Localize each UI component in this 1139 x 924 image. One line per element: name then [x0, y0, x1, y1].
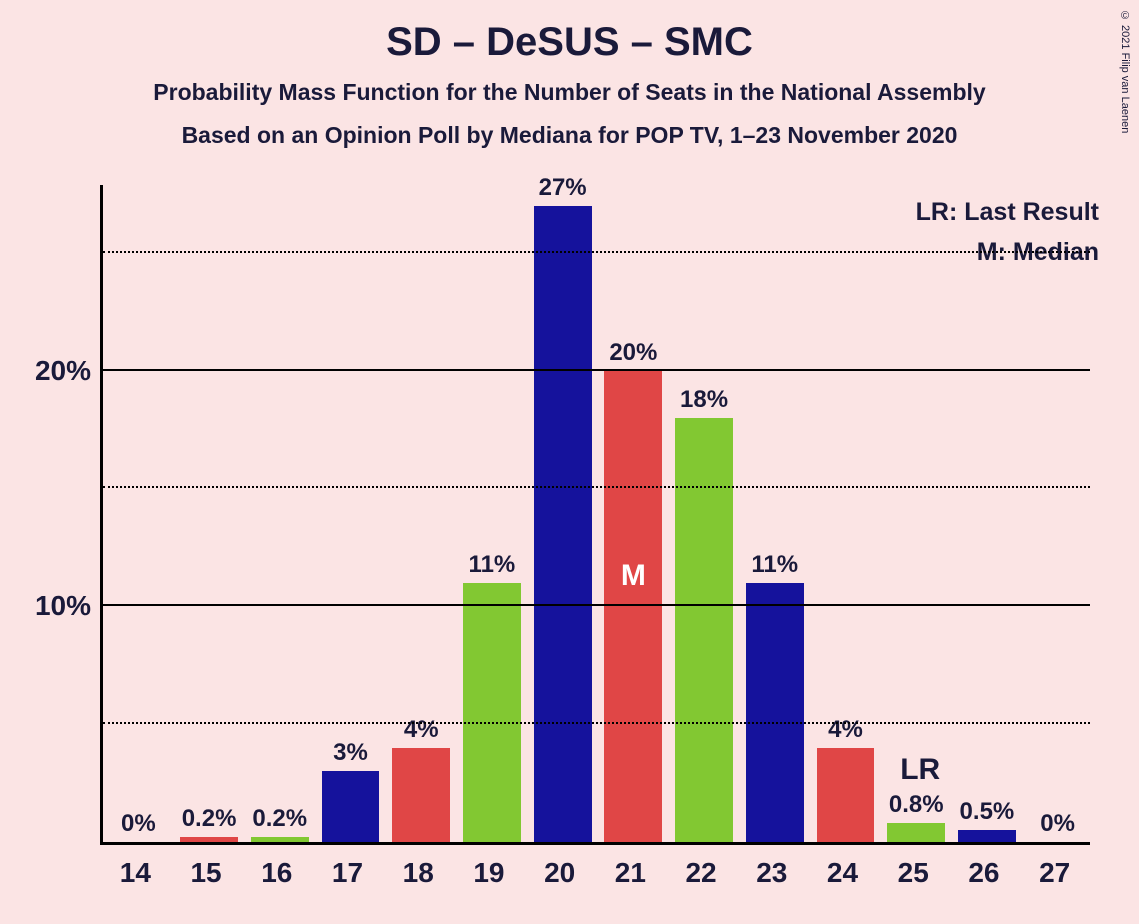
x-tick-label: 18 [403, 857, 434, 889]
bar-value-label: 20% [609, 339, 657, 371]
bar-value-label: 0.2% [252, 805, 307, 837]
bars-layer: 0%0.2%0.2%3%4%11%27%20%M18%11%4%0.8%LR0.… [103, 185, 1090, 842]
chart-title: SD – DeSUS – SMC [0, 0, 1139, 65]
bar-value-label: 27% [539, 174, 587, 206]
bar: 27% [534, 206, 592, 842]
bar: 11% [746, 583, 804, 842]
x-tick-label: 26 [968, 857, 999, 889]
x-tick-label: 24 [827, 857, 858, 889]
bar: 4% [392, 748, 450, 842]
bar-median-marker: M [621, 559, 646, 593]
x-tick-label: 27 [1039, 857, 1070, 889]
gridline-minor [103, 486, 1090, 488]
y-tick-label: 20% [35, 355, 103, 387]
bar: 3% [322, 771, 380, 842]
bar: 11% [463, 583, 521, 842]
x-axis-labels: 14 15 16 17 18 19 20 21 22 23 24 25 26 27 [100, 851, 1090, 901]
bar-value-label: 4% [404, 716, 439, 748]
gridline-minor [103, 722, 1090, 724]
chart-container: © 2021 Filip van Laenen SD – DeSUS – SMC… [0, 0, 1139, 924]
bar-value-label: 0.8% [889, 791, 944, 823]
bar: 18% [675, 418, 733, 842]
bar-value-label: 11% [751, 551, 798, 583]
bar-value-label: 4% [828, 716, 863, 748]
bar: 0.5% [958, 830, 1016, 842]
bar-value-label: 0.5% [960, 798, 1015, 830]
copyright-text: © 2021 Filip van Laenen [1119, 10, 1131, 133]
lr-marker: LR [900, 753, 940, 787]
gridline-major [103, 369, 1090, 371]
bar: 4% [817, 748, 875, 842]
gridline-minor [103, 251, 1090, 253]
bar: 0.2% [180, 837, 238, 842]
bar: 0.8% [887, 823, 945, 842]
x-tick-label: 19 [473, 857, 504, 889]
chart-subtitle-2: Based on an Opinion Poll by Mediana for … [0, 122, 1139, 149]
x-tick-label: 22 [685, 857, 716, 889]
bar-value-label: 3% [333, 739, 368, 771]
plot-area: 0%0.2%0.2%3%4%11%27%20%M18%11%4%0.8%LR0.… [100, 185, 1090, 845]
x-tick-label: 20 [544, 857, 575, 889]
x-tick-label: 23 [756, 857, 787, 889]
x-tick-label: 14 [120, 857, 151, 889]
bar-value-label: 0% [121, 810, 156, 842]
x-tick-label: 16 [261, 857, 292, 889]
bar: 0.2% [251, 837, 309, 842]
bar-value-label: 18% [680, 386, 728, 418]
x-tick-label: 25 [898, 857, 929, 889]
gridline-major [103, 604, 1090, 606]
bar-value-label: 0.2% [182, 805, 237, 837]
x-tick-label: 17 [332, 857, 363, 889]
x-tick-label: 15 [190, 857, 221, 889]
chart-subtitle-1: Probability Mass Function for the Number… [0, 79, 1139, 106]
bar-value-label: 0% [1040, 810, 1075, 842]
y-tick-label: 10% [35, 590, 103, 622]
x-tick-label: 21 [615, 857, 646, 889]
bar-value-label: 11% [469, 551, 516, 583]
